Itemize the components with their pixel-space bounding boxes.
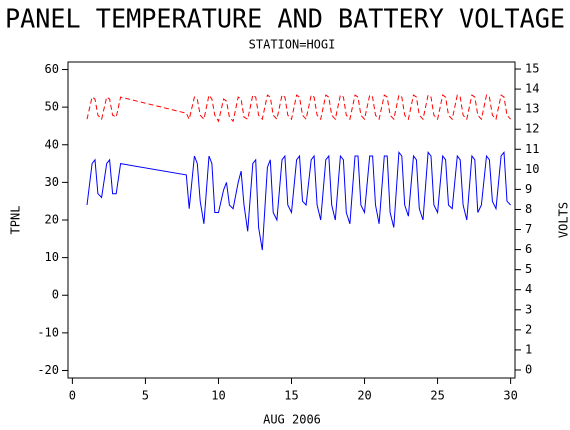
y-tick-label: -10 — [37, 325, 59, 339]
y2-tick-label: 13 — [525, 102, 539, 116]
x-tick-label: 25 — [430, 389, 444, 403]
chart-title: PANEL TEMPERATURE AND BATTERY VOLTAGE — [5, 5, 565, 35]
y-tick-label: 40 — [45, 137, 59, 151]
y2-tick-label: 1 — [525, 342, 532, 356]
x-tick-label: 5 — [142, 389, 149, 403]
y2-tick-label: 5 — [525, 262, 532, 276]
y2-tick-label: 2 — [525, 322, 532, 336]
x-tick-label: 0 — [69, 389, 76, 403]
x-tick-label: 15 — [284, 389, 298, 403]
chart-subtitle: STATION=HOGI — [249, 38, 336, 52]
x-tick-label: 20 — [357, 389, 371, 403]
y2-tick-label: 4 — [525, 282, 532, 296]
y2-tick-label: 8 — [525, 202, 532, 216]
y2-tick-label: 6 — [525, 242, 532, 256]
y-tick-label: 10 — [45, 250, 59, 264]
x-tick-label: 10 — [211, 389, 225, 403]
y-tick-label: 60 — [45, 62, 59, 76]
y-tick-label: 20 — [45, 213, 59, 227]
y2-tick-label: 3 — [525, 302, 532, 316]
y2-tick-label: 14 — [525, 82, 539, 96]
y2-tick-label: 0 — [525, 362, 532, 376]
y-tick-label: 30 — [45, 175, 59, 189]
y-tick-label: 50 — [45, 100, 59, 114]
y2-axis-label: VOLTS — [557, 202, 570, 238]
y2-tick-label: 10 — [525, 162, 539, 176]
y-tick-label: -20 — [37, 363, 59, 377]
y2-tick-label: 7 — [525, 222, 532, 236]
y2-tick-label: 11 — [525, 142, 539, 156]
series-line — [86, 93, 511, 123]
x-axis-label: AUG 2006 — [263, 413, 321, 427]
y2-tick-label: 12 — [525, 122, 539, 136]
y-tick-label: 0 — [52, 288, 59, 302]
y2-tick-label: 15 — [525, 62, 539, 76]
x-tick-label: 30 — [503, 389, 517, 403]
y-axis-label: TPNL — [9, 206, 23, 235]
series-line — [86, 150, 511, 251]
y2-tick-label: 9 — [525, 182, 532, 196]
